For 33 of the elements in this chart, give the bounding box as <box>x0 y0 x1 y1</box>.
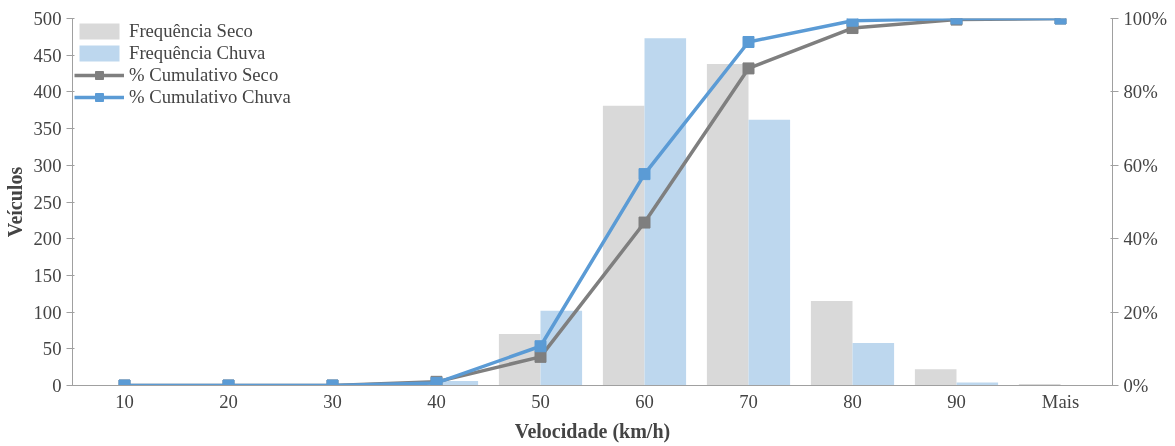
x-axis-title: Velocidade (km/h) <box>514 419 671 443</box>
y2-tick-label: 60% <box>1123 154 1158 176</box>
y-tick-label: 100 <box>33 301 62 323</box>
x-tick-label: 30 <box>323 390 342 412</box>
y2-tick-label: 100% <box>1123 8 1168 29</box>
y-tick-label: 500 <box>33 8 62 29</box>
y-tick-label: 200 <box>33 228 62 250</box>
legend-label: % Cumulativo Seco <box>129 64 279 86</box>
y-tick-label: 400 <box>33 81 62 103</box>
y-tick-label: 0 <box>52 375 62 396</box>
y-tick-label: 150 <box>33 264 62 286</box>
x-tick-label: 80 <box>843 390 862 412</box>
legend-label: Frequência Chuva <box>129 42 266 64</box>
legend-label: % Cumulativo Chuva <box>129 86 291 108</box>
legend-label: Frequência Seco <box>129 20 253 42</box>
y-axis-title: Veículos <box>3 166 26 238</box>
x-tick-label: 50 <box>531 390 550 412</box>
y-tick-label: 350 <box>33 118 62 140</box>
y-tick-label: 250 <box>33 191 62 213</box>
x-tick-label: 40 <box>427 390 446 412</box>
x-tick-label: 20 <box>219 390 238 412</box>
y2-tick-label: 80% <box>1123 81 1158 103</box>
y-tick-label: 50 <box>42 338 62 360</box>
y2-tick-label: 0% <box>1123 375 1149 396</box>
x-tick-label: 60 <box>635 390 654 412</box>
x-tick-label: 10 <box>115 390 134 412</box>
y2-tick-label: 20% <box>1123 301 1158 323</box>
y2-tick-label: 40% <box>1123 228 1158 250</box>
x-tick-label: 70 <box>739 390 758 412</box>
y-tick-label: 450 <box>33 44 62 66</box>
y-tick-label: 300 <box>33 154 62 176</box>
x-tick-label: 90 <box>947 390 966 412</box>
x-tick-label: Mais <box>1041 390 1080 412</box>
